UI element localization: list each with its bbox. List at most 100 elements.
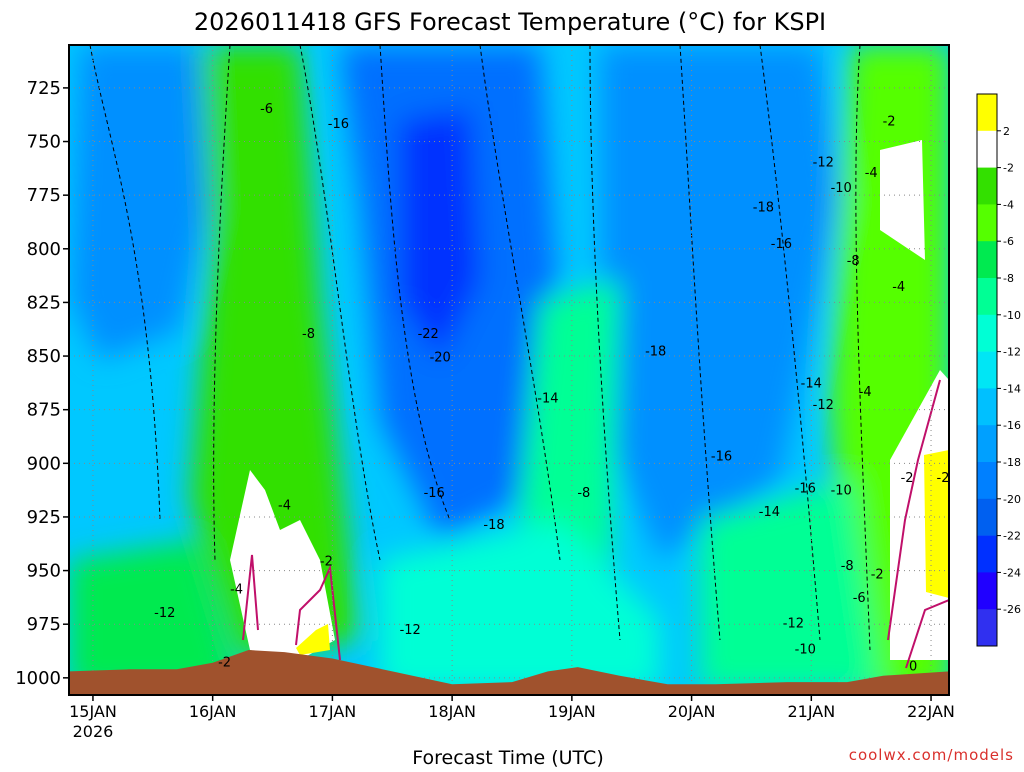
isotherm-3 xyxy=(299,45,381,561)
isotherm-6 xyxy=(589,45,621,641)
isotherm-1 xyxy=(89,45,161,521)
freezing-contour-west xyxy=(242,554,341,661)
colorbar-label: -16 xyxy=(1003,419,1021,432)
contour-label: -14 xyxy=(507,694,528,709)
contour-label: -2 xyxy=(937,471,950,486)
y-tick-label: 925 xyxy=(27,507,61,528)
x-tick-label: 19JAN xyxy=(548,702,596,721)
y-axis: 725 750 775 800 825 850 875 900 925 950 975 1000 xyxy=(15,78,69,689)
colorbar: 2 -2 -4 -6 -8 -10 -12 -14 -16 -18 -20 -22 -24 -26 xyxy=(976,93,1021,647)
colorbar-swatch xyxy=(977,130,997,168)
contour-label: -2 xyxy=(320,555,333,570)
colorbar-label: -22 xyxy=(1003,530,1021,543)
y-tick-label: 800 xyxy=(27,239,61,260)
contour-label: -8 xyxy=(577,486,590,501)
y-tick-label: 775 xyxy=(27,185,61,206)
terrain-ground xyxy=(69,650,949,695)
contour-label: -12 xyxy=(154,606,175,621)
contour-label: -12 xyxy=(400,623,421,638)
colorbar-label: -4 xyxy=(1003,198,1014,211)
y-tick-label: 1000 xyxy=(15,668,61,689)
colorbar-swatch xyxy=(977,204,997,242)
contour-label: -8 xyxy=(841,559,854,574)
field-white-zone-2 xyxy=(880,140,925,260)
contour-label: 0 xyxy=(909,660,917,675)
x-tick-sublabel: 2026 xyxy=(73,722,114,741)
contour-label: -2 xyxy=(883,115,896,130)
isotherm-7 xyxy=(679,45,721,641)
field-cold-east xyxy=(600,45,840,560)
contour-label: -16 xyxy=(771,237,792,252)
contour-label: -16 xyxy=(711,449,732,464)
contour-label: -12 xyxy=(813,156,834,171)
contour-label: -18 xyxy=(483,518,504,533)
colorbar-swatch xyxy=(977,572,997,610)
x-tick-label: 18JAN xyxy=(428,702,476,721)
contour-label: -20 xyxy=(430,351,451,366)
field-mild-southeast xyxy=(700,480,880,690)
isotherm-4 xyxy=(379,45,451,521)
colorbar-swatch xyxy=(977,535,997,573)
contour-label: -2 xyxy=(218,655,231,670)
isotherm-8 xyxy=(759,45,821,641)
colorbar-label: -14 xyxy=(1003,382,1021,395)
contour-label: -10 xyxy=(795,643,816,658)
field-warm-low-west xyxy=(69,540,240,690)
field-cold-blob xyxy=(70,45,230,360)
y-tick-label: 725 xyxy=(27,78,61,99)
contour-label: -6 xyxy=(853,591,866,606)
colorbar-swatch xyxy=(977,425,997,463)
contour-label: -18 xyxy=(753,201,774,216)
colorbar-swatch xyxy=(977,94,997,132)
plot-frame xyxy=(68,44,950,696)
isotherm-lines xyxy=(89,45,871,651)
colorbar-swatch xyxy=(977,351,997,389)
field-coldest-core xyxy=(400,110,480,360)
x-tick-label: 15JAN xyxy=(69,702,117,721)
y-tick-label: 875 xyxy=(27,400,61,421)
contour-label: -4 xyxy=(230,582,243,597)
y-tick-label: 950 xyxy=(27,561,61,582)
colorbar-swatch xyxy=(977,609,997,647)
colorbar-swatch xyxy=(977,498,997,536)
x-tick-label: 20JAN xyxy=(668,702,716,721)
isotherm-2 xyxy=(213,45,231,561)
field-warm-column-1 xyxy=(190,45,360,660)
x-tick-label: 21JAN xyxy=(787,702,835,721)
contour-label: -14 xyxy=(759,505,780,520)
colorbar-label: -26 xyxy=(1003,603,1021,616)
y-tick-label: 900 xyxy=(27,453,61,474)
contour-label: -16 xyxy=(795,482,816,497)
colorbar-label: -6 xyxy=(1003,235,1014,248)
contour-label: -10 xyxy=(831,181,852,196)
contour-label: -2 xyxy=(901,471,914,486)
x-tick-label: 22JAN xyxy=(907,702,955,721)
colorbar-label: -8 xyxy=(1003,272,1014,285)
colorbar-label: -2 xyxy=(1003,162,1014,175)
field-yellow-zone-east xyxy=(924,450,949,598)
y-tick-label: 825 xyxy=(27,292,61,313)
colorbar-label: -18 xyxy=(1003,456,1021,469)
colorbar-label: -10 xyxy=(1003,309,1021,322)
colorbar-swatch xyxy=(977,314,997,352)
colorbar-swatch xyxy=(977,462,997,500)
colorbar-swatch xyxy=(977,241,997,279)
contour-labels: -6-16-20-12-10-2-4-18-16-8-4-8 -22-20-14-… xyxy=(154,102,950,709)
plot-area: -6-16-20-12-10-2-4-18-16-8-4-8 -22-20-14-… xyxy=(69,45,950,709)
contour-label: -12 xyxy=(783,617,804,632)
colorbar-label: 2 xyxy=(1003,125,1010,138)
colorbar-swatch xyxy=(977,167,997,205)
contour-label: -14 xyxy=(537,392,558,407)
contour-label: -4 xyxy=(278,499,291,514)
contour-label: -2 xyxy=(871,567,884,582)
colorbar-swatch xyxy=(977,388,997,426)
chart-title: 2026011418 GFS Forecast Temperature (°C)… xyxy=(194,8,826,36)
contour-label: -10 xyxy=(831,484,852,499)
colorbar-frame xyxy=(976,93,998,647)
colorbar-label: -20 xyxy=(1003,493,1021,506)
contour-label: -18 xyxy=(645,344,666,359)
field-mild-lower xyxy=(380,520,660,690)
contour-label: -4 xyxy=(859,385,872,400)
